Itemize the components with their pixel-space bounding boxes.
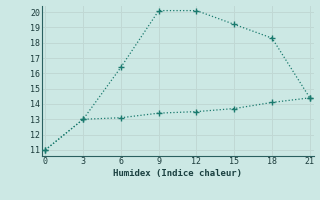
X-axis label: Humidex (Indice chaleur): Humidex (Indice chaleur) xyxy=(113,169,242,178)
